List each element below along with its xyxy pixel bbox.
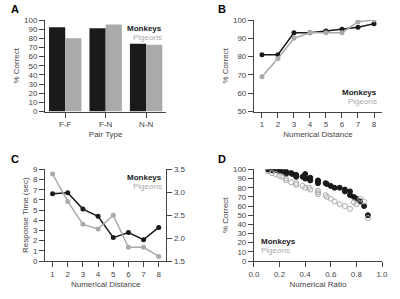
svg-text:1: 1 <box>33 247 38 256</box>
svg-text:9: 9 <box>33 165 38 174</box>
svg-text:50: 50 <box>237 107 246 116</box>
svg-text:1: 1 <box>260 120 265 129</box>
svg-text:3.5: 3.5 <box>174 165 186 174</box>
svg-text:3: 3 <box>292 120 297 129</box>
svg-text:Numerical Distance: Numerical Distance <box>283 130 353 139</box>
svg-text:80: 80 <box>28 34 37 43</box>
svg-text:0.6: 0.6 <box>325 270 337 279</box>
svg-text:4: 4 <box>96 270 101 279</box>
svg-text:% Correct: % Correct <box>12 47 21 83</box>
svg-text:0.8: 0.8 <box>351 270 363 279</box>
svg-text:Monkeys: Monkeys <box>261 237 296 246</box>
svg-text:100: 100 <box>233 16 247 25</box>
svg-text:40: 40 <box>28 71 37 80</box>
svg-text:Pigeons: Pigeons <box>348 97 377 106</box>
svg-text:B: B <box>218 3 226 15</box>
svg-text:0: 0 <box>242 257 247 266</box>
svg-text:7: 7 <box>141 270 146 279</box>
svg-text:80: 80 <box>237 52 246 61</box>
svg-text:70: 70 <box>237 193 246 202</box>
svg-text:Pigeons: Pigeons <box>261 246 290 255</box>
svg-text:70: 70 <box>237 71 246 80</box>
svg-text:2: 2 <box>66 270 71 279</box>
svg-text:4: 4 <box>308 120 313 129</box>
svg-text:1.0: 1.0 <box>376 270 388 279</box>
svg-text:Numerical Distance: Numerical Distance <box>71 280 141 289</box>
svg-text:Pair Type: Pair Type <box>89 130 123 139</box>
svg-text:20: 20 <box>28 89 37 98</box>
svg-text:90: 90 <box>237 174 246 183</box>
svg-text:3: 3 <box>81 270 86 279</box>
svg-text:0: 0 <box>33 257 38 266</box>
svg-text:0.4: 0.4 <box>300 270 312 279</box>
svg-text:8: 8 <box>157 270 162 279</box>
svg-text:2.5: 2.5 <box>174 211 186 220</box>
svg-text:2.0: 2.0 <box>174 234 186 243</box>
svg-text:6: 6 <box>340 120 345 129</box>
svg-text:90: 90 <box>28 25 37 34</box>
svg-text:6: 6 <box>33 196 38 205</box>
svg-text:Monkeys: Monkeys <box>127 173 162 182</box>
svg-text:0.2: 0.2 <box>274 270 286 279</box>
svg-text:4: 4 <box>33 216 38 225</box>
svg-text:20: 20 <box>237 238 246 247</box>
svg-text:A: A <box>11 3 19 15</box>
svg-text:0.0: 0.0 <box>248 270 260 279</box>
svg-text:3.0: 3.0 <box>174 188 186 197</box>
svg-text:100: 100 <box>233 165 247 174</box>
svg-text:60: 60 <box>28 52 37 61</box>
svg-text:Monkeys: Monkeys <box>342 88 377 97</box>
svg-text:Numerical Ratio: Numerical Ratio <box>290 280 347 289</box>
svg-text:60: 60 <box>237 89 246 98</box>
svg-text:30: 30 <box>237 229 246 238</box>
svg-text:10: 10 <box>28 98 37 107</box>
svg-text:D: D <box>218 153 226 165</box>
svg-text:30: 30 <box>28 80 37 89</box>
svg-text:F-N: F-N <box>99 120 113 129</box>
svg-text:100: 100 <box>24 16 38 25</box>
svg-text:80: 80 <box>237 184 246 193</box>
svg-text:50: 50 <box>28 62 37 71</box>
svg-text:1: 1 <box>50 270 55 279</box>
svg-text:5: 5 <box>33 206 38 215</box>
svg-text:Monkeys: Monkeys <box>127 24 162 33</box>
svg-text:2: 2 <box>276 120 281 129</box>
svg-text:3: 3 <box>33 226 38 235</box>
svg-text:N-N: N-N <box>139 120 153 129</box>
svg-text:90: 90 <box>237 34 246 43</box>
svg-text:Response Time (sec): Response Time (sec) <box>21 177 30 253</box>
svg-text:7: 7 <box>33 186 38 195</box>
svg-text:% Correct: % Correct <box>221 47 230 83</box>
svg-text:10: 10 <box>237 248 246 257</box>
svg-text:Pigeons: Pigeons <box>133 182 162 191</box>
svg-text:40: 40 <box>237 220 246 229</box>
svg-text:C: C <box>11 153 19 165</box>
svg-text:Pigeons: Pigeons <box>133 33 162 42</box>
svg-text:1.5: 1.5 <box>174 257 186 266</box>
svg-text:2: 2 <box>33 236 38 245</box>
svg-text:5: 5 <box>324 120 329 129</box>
svg-text:70: 70 <box>28 43 37 52</box>
svg-text:8: 8 <box>372 120 377 129</box>
svg-text:5: 5 <box>111 270 116 279</box>
svg-text:% Correct: % Correct <box>221 197 230 233</box>
svg-text:60: 60 <box>237 202 246 211</box>
svg-text:8: 8 <box>33 175 38 184</box>
svg-text:6: 6 <box>126 270 131 279</box>
svg-text:F-F: F-F <box>59 120 72 129</box>
svg-text:50: 50 <box>237 211 246 220</box>
svg-text:7: 7 <box>356 120 361 129</box>
svg-text:0: 0 <box>33 107 38 116</box>
